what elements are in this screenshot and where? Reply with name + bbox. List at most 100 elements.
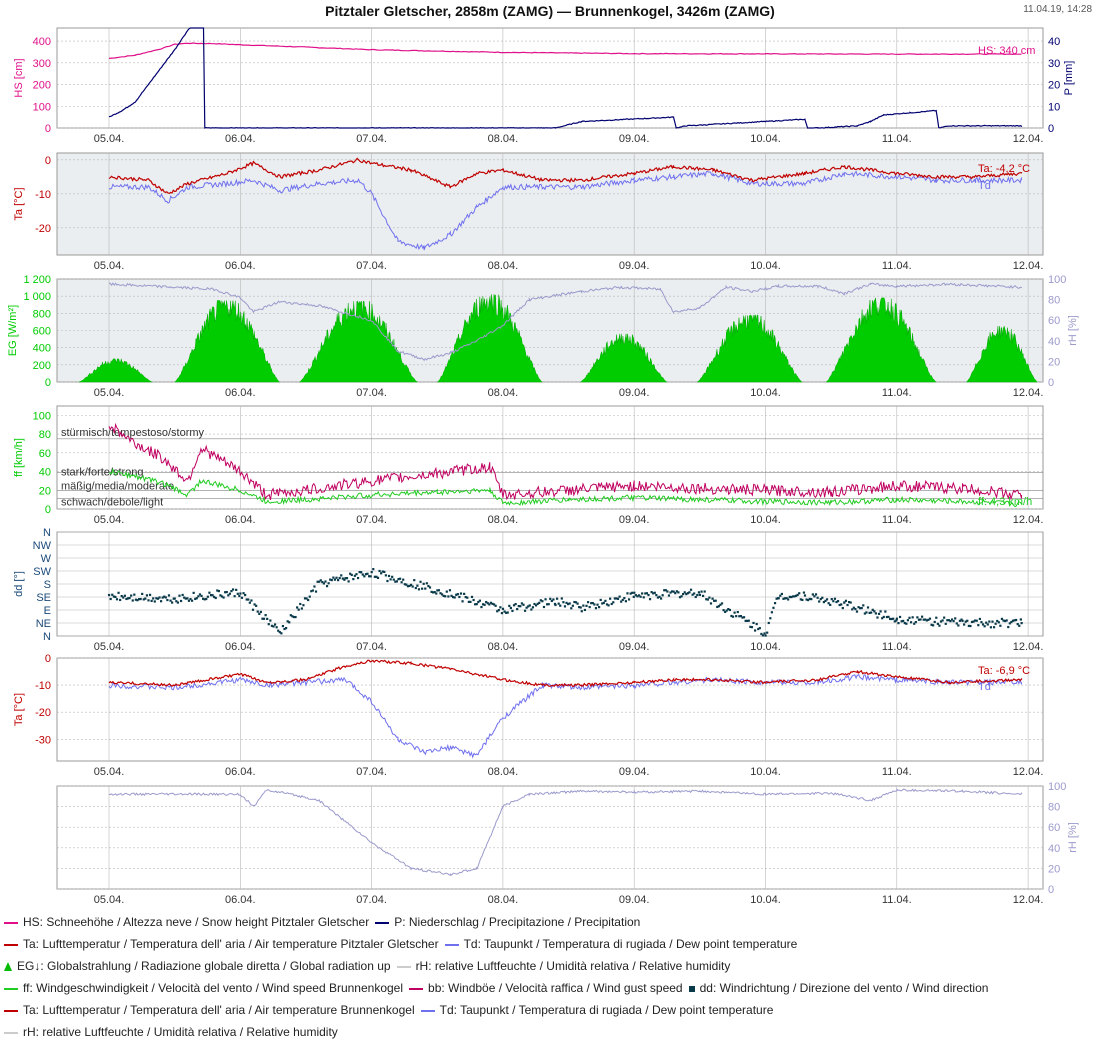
rh2-y2-tick-label: 20 bbox=[1048, 863, 1060, 875]
winddir-point bbox=[244, 593, 247, 597]
winddir-point bbox=[534, 604, 538, 607]
winddir-point bbox=[264, 614, 267, 617]
winddir-point bbox=[361, 573, 364, 576]
winddir-point bbox=[568, 602, 571, 605]
temp2-x-tick-label: 06.04. bbox=[225, 766, 256, 778]
winddir-point bbox=[746, 619, 749, 622]
legend-text: ff: Windgeschwindigkeit / Velocità del v… bbox=[23, 981, 404, 995]
winddir-point bbox=[720, 602, 724, 605]
winddir-point bbox=[459, 592, 463, 595]
winddir-point bbox=[661, 594, 664, 597]
winddir-point bbox=[761, 634, 765, 637]
winddir-point bbox=[1020, 622, 1023, 625]
winddir-point bbox=[780, 592, 783, 596]
wind-gust-line bbox=[108, 422, 1022, 501]
winddir-point bbox=[1015, 618, 1018, 622]
winddir-point bbox=[791, 595, 795, 598]
wind-x-tick-label: 12.04. bbox=[1013, 514, 1044, 526]
winddir-point bbox=[250, 599, 253, 602]
temp1-x-tick-label: 11.04. bbox=[882, 260, 912, 272]
winddir-point bbox=[885, 615, 889, 619]
winddir-point bbox=[958, 619, 962, 622]
snow_precip-x-tick-label: 08.04. bbox=[488, 133, 519, 145]
winddir-point bbox=[242, 592, 245, 595]
winddir-point bbox=[166, 598, 169, 602]
winddir-point bbox=[844, 599, 848, 602]
winddir-point bbox=[251, 608, 255, 611]
winddir-point bbox=[369, 575, 372, 578]
winddir-point bbox=[750, 626, 754, 629]
winddir-point bbox=[171, 601, 174, 604]
legend-text: HS: Schneehöhe / Altezza neve / Snow hei… bbox=[23, 915, 370, 929]
wind-x-tick-label: 07.04. bbox=[356, 514, 387, 526]
dew2-annotation: Td bbox=[978, 681, 991, 693]
winddir-point bbox=[946, 619, 949, 622]
winddir-point bbox=[763, 632, 766, 635]
winddir-point bbox=[728, 608, 731, 612]
winddir-point bbox=[888, 617, 892, 621]
radiation-y-tick-label: 400 bbox=[33, 343, 51, 355]
winddir-point bbox=[547, 603, 550, 606]
winddir-point bbox=[145, 594, 149, 597]
winddir-point bbox=[688, 591, 691, 594]
rh2-y2-tick-label: 0 bbox=[1048, 884, 1054, 896]
winddir-point bbox=[190, 599, 194, 602]
winddir-point bbox=[239, 592, 242, 595]
winddir-point bbox=[741, 616, 744, 619]
radiation-x-tick-label: 07.04. bbox=[356, 387, 387, 399]
winddir-point bbox=[481, 603, 485, 606]
winddir-point bbox=[488, 603, 491, 606]
winddir-point bbox=[509, 606, 512, 610]
winddir-point bbox=[395, 580, 399, 583]
winddir-point bbox=[755, 622, 758, 626]
winddir-y-tick-label: N bbox=[43, 527, 51, 539]
winddir-point bbox=[421, 587, 424, 590]
winddir-point bbox=[205, 597, 208, 601]
winddir-point bbox=[503, 610, 506, 613]
winddir-point bbox=[702, 594, 705, 598]
wind-y-tick-label: 40 bbox=[39, 467, 51, 479]
winddir-point bbox=[580, 610, 583, 613]
winddir-point bbox=[453, 596, 456, 599]
precipitation-line bbox=[108, 27, 1023, 129]
winddir-point bbox=[216, 589, 219, 592]
winddir-point bbox=[253, 603, 256, 606]
winddir-point bbox=[202, 597, 205, 600]
radiation-x-tick-label: 08.04. bbox=[488, 387, 519, 399]
winddir-point bbox=[270, 624, 274, 627]
winddir-point bbox=[525, 606, 528, 609]
winddir-point bbox=[394, 580, 397, 583]
winddir-point bbox=[200, 594, 203, 598]
winddir-point bbox=[716, 605, 719, 609]
winddir-point bbox=[541, 600, 544, 603]
winddir-point bbox=[313, 585, 316, 588]
rh2-x-tick-label: 08.04. bbox=[488, 894, 519, 906]
winddir-point bbox=[225, 590, 228, 594]
winddir-point bbox=[801, 598, 804, 602]
winddir-point bbox=[794, 594, 798, 597]
winddir-point bbox=[539, 599, 542, 602]
rh2-x-tick-label: 05.04. bbox=[94, 894, 125, 906]
winddir-point bbox=[796, 593, 799, 597]
winddir-point bbox=[324, 580, 327, 583]
winddir-point bbox=[599, 598, 602, 602]
winddir-point bbox=[364, 573, 368, 576]
temp2-x-tick-label: 05.04. bbox=[94, 766, 125, 778]
winddir-point bbox=[125, 597, 128, 601]
winddir-point bbox=[109, 597, 112, 601]
winddir-point bbox=[960, 618, 963, 621]
winddir-point bbox=[192, 591, 195, 594]
winddir-point bbox=[536, 602, 539, 605]
winddir-point bbox=[624, 600, 627, 603]
winddir-point bbox=[141, 592, 144, 596]
winddir-point bbox=[830, 598, 833, 601]
winddir-point bbox=[383, 570, 386, 574]
winddir-point bbox=[280, 632, 283, 635]
winddir-point bbox=[220, 595, 224, 598]
snow_precip-x-tick-label: 11.04. bbox=[882, 133, 912, 145]
legend-row: Ta: Lufttemperatur / Temperatura dell' a… bbox=[4, 1003, 779, 1021]
winddir-point bbox=[310, 590, 313, 593]
winddir-point bbox=[841, 606, 844, 610]
winddir-point bbox=[122, 596, 125, 599]
legend-item: HS: Schneehöhe / Altezza neve / Snow hei… bbox=[4, 915, 369, 929]
